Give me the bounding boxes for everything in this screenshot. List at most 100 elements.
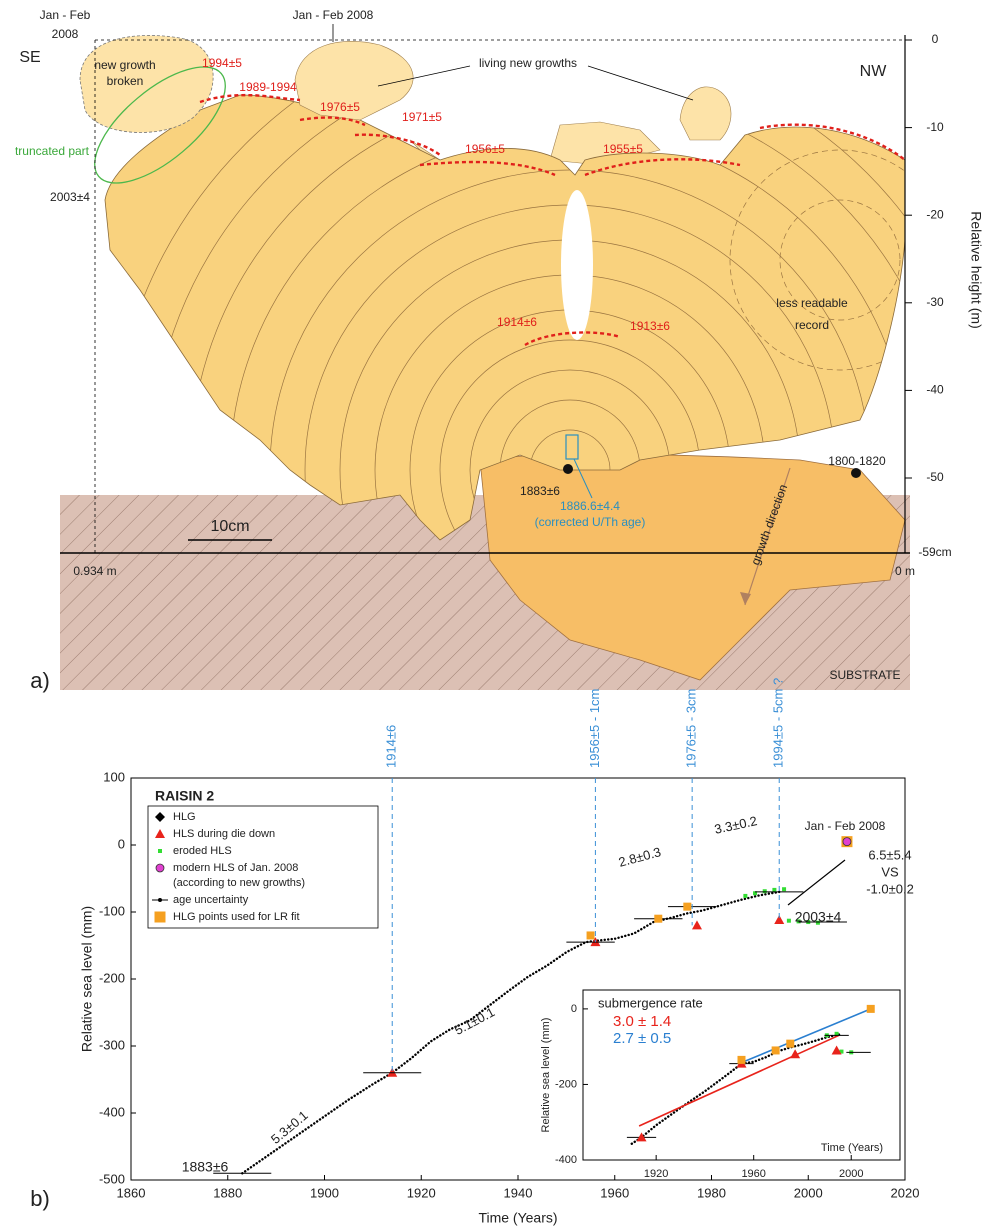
y-axis-title: Relative sea level (mm) [540, 1018, 552, 1133]
legend-swatch [154, 911, 166, 923]
triangle-marker [691, 920, 702, 930]
legend-swatch [155, 812, 165, 822]
rate-label: 3.0 ± 1.4 [613, 1013, 671, 1030]
diagram-label: SUBSTRATE [829, 668, 900, 682]
reference-label: 1956±5 - 1cm [587, 689, 602, 768]
x-tick-label: 2000 [839, 1168, 863, 1180]
diagram-label: new growth [94, 58, 155, 72]
square-marker [786, 1039, 795, 1048]
diagram-label: 1956±5 [465, 142, 505, 156]
eroded-marker [753, 891, 758, 896]
x-axis-title: Time (Years) [821, 1142, 883, 1154]
diagram-label: 1800-1820 [828, 454, 886, 468]
triangle-marker [790, 1049, 801, 1059]
diagram-label: living new growths [479, 56, 577, 70]
eroded-marker [839, 1049, 844, 1054]
panel-label: a) [30, 668, 50, 693]
y-tick-label: -100 [99, 903, 125, 918]
chart: 1860 1880 1900 1920 1940 1960 1980 2000 2020 -500… [79, 678, 920, 1226]
diagram-label: less readable [776, 296, 848, 310]
eroded-marker [782, 887, 787, 892]
eroded-marker [762, 889, 767, 894]
legend: HLG HLS during die down eroded HLS modern H… [147, 805, 379, 929]
y-tick-label: -200 [555, 1078, 577, 1090]
x-tick-label: 2020 [891, 1185, 920, 1200]
fit-line [738, 1008, 872, 1065]
x-tick-label: 1920 [644, 1168, 668, 1180]
annotation: -1.0±0.2 [866, 881, 914, 896]
diagram-label: 1976±5 [320, 100, 360, 114]
x-tick-label: 1960 [741, 1168, 765, 1180]
square-marker [771, 1046, 780, 1055]
diagram-label: (corrected U/Th age) [535, 515, 646, 529]
growth-arrow [744, 467, 791, 606]
tick-label: -20 [926, 207, 944, 221]
eroded-marker [796, 919, 801, 924]
panel-a-art [60, 24, 910, 690]
diagram-label: Jan - Feb 2008 [293, 8, 374, 22]
panel-label: b) [30, 1186, 50, 1211]
living-growth [679, 86, 732, 141]
square-marker [586, 931, 595, 940]
diagram-label: 1886.6±4.4 [560, 499, 620, 513]
diagram-label: truncated part [15, 144, 90, 158]
square-marker [866, 1004, 875, 1013]
eroded-marker [815, 920, 820, 925]
x-tick-label: 2000 [794, 1185, 823, 1200]
y-tick-label: -500 [99, 1171, 125, 1186]
square-marker [737, 1055, 746, 1064]
sample-dot [563, 464, 573, 474]
diagram-label: 1989-1994 [239, 80, 297, 94]
arrow-head [740, 592, 751, 605]
x-axis-title: Time (Years) [478, 1210, 557, 1226]
x-tick-label: 1960 [600, 1185, 629, 1200]
diagram-label: broken [107, 74, 144, 88]
reference-label: 1976±5 - 3cm [684, 689, 699, 768]
diagram-label: 0.934 m [73, 564, 116, 578]
tick-label: -30 [926, 295, 944, 309]
diagram-label: 1994±5 [202, 56, 242, 70]
legend-label: eroded HLS [173, 845, 232, 857]
living-growth [294, 41, 414, 121]
truncated-outline [94, 66, 226, 184]
panel-a-labels: Jan - Feb 2008 Jan - Feb 2008 SE NW new growt… [15, 8, 944, 682]
annotation: 1883±6 [182, 1159, 229, 1175]
diagram-label: NW [860, 63, 888, 80]
inset-chart: 1920 1960 2000 -400 -200 0 submergence rate 3.0… [540, 989, 901, 1180]
square-marker [683, 902, 692, 911]
diagram-label: 1955±5 [603, 142, 643, 156]
tick-label: -40 [926, 383, 944, 397]
tick-label: -50 [926, 470, 944, 484]
annotation: VS [881, 864, 899, 879]
legend-label: HLS during die down [173, 828, 275, 840]
y-tick-label: -400 [99, 1104, 125, 1119]
diagram-label: Jan - Feb [40, 8, 91, 22]
broken-growth [79, 35, 214, 133]
circle-marker [842, 837, 852, 847]
hole [561, 190, 593, 340]
eroded-marker [772, 887, 777, 892]
reference-label: 1914±6 [384, 725, 399, 768]
diagram-label: 1971±5 [402, 110, 442, 124]
annotation: 6.5±5.4 [868, 847, 911, 862]
y-axis-title: Relative sea level (mm) [79, 906, 95, 1052]
legend-swatch [155, 829, 165, 838]
leader [573, 458, 593, 499]
height-axis-title: Relative height (m) [968, 211, 984, 329]
tick-label: 0 [932, 32, 939, 46]
rate-label: 2.7 ± 0.5 [613, 1030, 671, 1047]
legend-swatch [155, 863, 165, 873]
inset-title: submergence rate [598, 995, 703, 1010]
legend-swatch [158, 898, 162, 902]
tick-label: -10 [926, 120, 944, 134]
eroded-marker [743, 893, 748, 898]
diagram-label: record [795, 318, 829, 332]
x-tick-label: 1900 [310, 1185, 339, 1200]
y-tick-label: 0 [571, 1003, 577, 1015]
y-tick-label: 100 [103, 769, 125, 784]
triangle-marker [774, 915, 785, 925]
diagram-label: 1913±6 [630, 319, 670, 333]
legend-label: modern HLS of Jan. 2008 [173, 862, 298, 874]
eroded-marker [786, 918, 791, 923]
diagram-label: 10cm [210, 518, 249, 535]
